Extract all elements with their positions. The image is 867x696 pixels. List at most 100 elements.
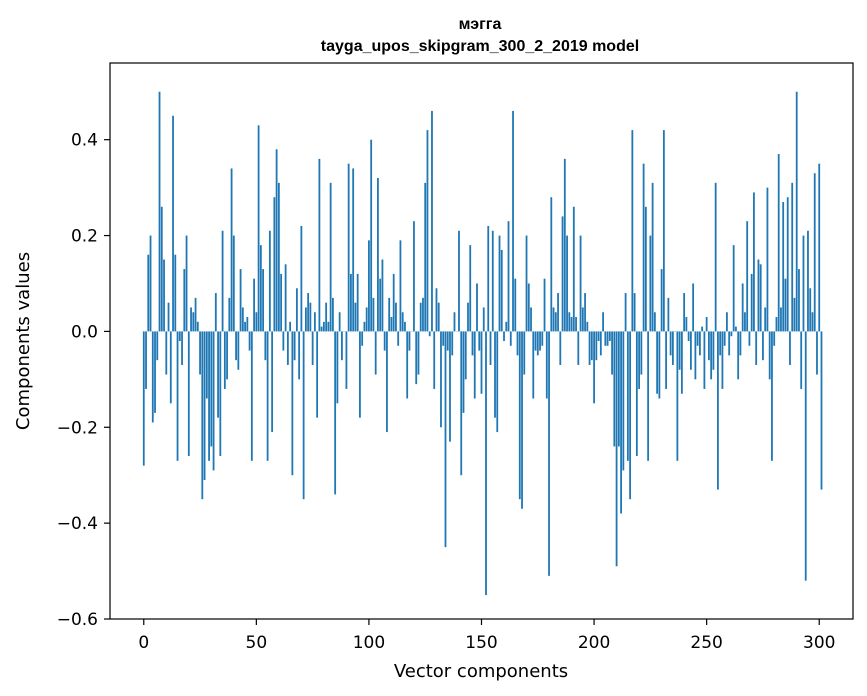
- bar-200: [593, 331, 595, 404]
- bar-15: [176, 331, 179, 461]
- bar-257: [721, 331, 724, 389]
- bar-228: [656, 331, 659, 394]
- bar-112: [395, 302, 397, 332]
- bar-195: [581, 307, 584, 332]
- bar-113: [397, 331, 400, 346]
- bar-178: [543, 278, 546, 332]
- bar-50: [255, 312, 258, 332]
- bar-222: [642, 163, 645, 332]
- bar-2: [147, 254, 150, 332]
- bar-181: [550, 197, 553, 332]
- bar-151: [482, 307, 485, 332]
- bar-296: [809, 288, 812, 332]
- bar-24: [196, 321, 199, 332]
- bar-154: [489, 331, 492, 365]
- bar-217: [631, 130, 634, 332]
- x-tick-label: 250: [690, 633, 722, 653]
- y-tick-label: −0.2: [57, 418, 98, 438]
- bar-67: [293, 331, 296, 361]
- bar-166: [516, 331, 519, 356]
- bar-294: [804, 331, 807, 581]
- bar-74: [309, 302, 312, 332]
- bar-177: [541, 331, 544, 346]
- bar-285: [784, 278, 787, 332]
- bar-33: [217, 331, 219, 418]
- bar-298: [813, 173, 816, 332]
- bar-56: [268, 230, 271, 332]
- bar-129: [433, 331, 436, 389]
- bar-14: [174, 254, 177, 332]
- bar-183: [554, 312, 557, 332]
- bar-142: [462, 331, 465, 413]
- bar-206: [606, 331, 609, 346]
- bar-275: [762, 331, 764, 361]
- bar-258: [723, 331, 726, 346]
- bar-143: [464, 331, 467, 380]
- bar-248: [701, 326, 704, 332]
- bar-193: [577, 331, 580, 365]
- bar-85: [334, 331, 337, 495]
- bar-252: [710, 331, 713, 380]
- bar-63: [284, 264, 287, 332]
- bar-101: [370, 139, 373, 332]
- bar-6: [156, 331, 159, 361]
- bar-52: [259, 245, 262, 332]
- bar-54: [264, 331, 267, 361]
- bar-16: [178, 331, 181, 341]
- bar-116: [404, 321, 406, 332]
- bar-264: [737, 331, 740, 380]
- bar-261: [730, 331, 733, 337]
- bar-103: [374, 331, 377, 375]
- bar-62: [282, 331, 285, 351]
- bar-254: [714, 182, 717, 332]
- bar-158: [498, 235, 501, 332]
- bar-174: [534, 331, 537, 351]
- bar-23: [194, 297, 197, 332]
- bar-165: [514, 278, 517, 332]
- x-axis-label: Vector components: [394, 661, 568, 682]
- bar-128: [431, 110, 433, 332]
- bar-300: [818, 163, 821, 332]
- bar-102: [372, 297, 375, 332]
- bar-86: [336, 331, 339, 404]
- bar-194: [579, 235, 582, 332]
- bar-34: [219, 331, 222, 457]
- bar-218: [633, 293, 636, 332]
- bar-32: [214, 293, 217, 332]
- bar-8: [160, 206, 163, 332]
- bar-283: [780, 307, 782, 332]
- bar-141: [460, 331, 463, 476]
- bar-93: [352, 168, 355, 332]
- bar-184: [557, 293, 559, 332]
- bar-100: [368, 240, 370, 332]
- bar-245: [694, 331, 697, 380]
- bar-92: [350, 273, 352, 332]
- bar-104: [377, 178, 379, 332]
- bar-301: [820, 331, 823, 490]
- bar-133: [442, 331, 445, 346]
- bar-147: [473, 331, 476, 399]
- bar-35: [221, 230, 224, 332]
- y-axis: −0.6 −0.4 −0.2 0.0 0.2 0.4: [57, 131, 110, 630]
- bar-145: [469, 245, 472, 332]
- y-axis-label: Components values: [13, 252, 34, 430]
- bar-126: [426, 130, 429, 332]
- bar-251: [708, 331, 710, 361]
- bar-287: [789, 331, 791, 365]
- bar-22: [192, 312, 195, 332]
- bar-51: [257, 125, 260, 332]
- bar-163: [509, 331, 512, 346]
- bar-157: [496, 331, 499, 433]
- y-tick-label: 0.4: [71, 131, 98, 151]
- bar-162: [507, 221, 510, 332]
- bar-233: [667, 297, 670, 332]
- bar-241: [685, 317, 688, 332]
- bar-97: [361, 331, 364, 346]
- bar-249: [703, 331, 706, 389]
- bar-27: [203, 331, 206, 480]
- bar-150: [480, 331, 483, 394]
- bar-48: [250, 331, 253, 461]
- bars-group: [142, 91, 823, 596]
- bar-11: [167, 302, 170, 332]
- bar-4: [151, 331, 154, 423]
